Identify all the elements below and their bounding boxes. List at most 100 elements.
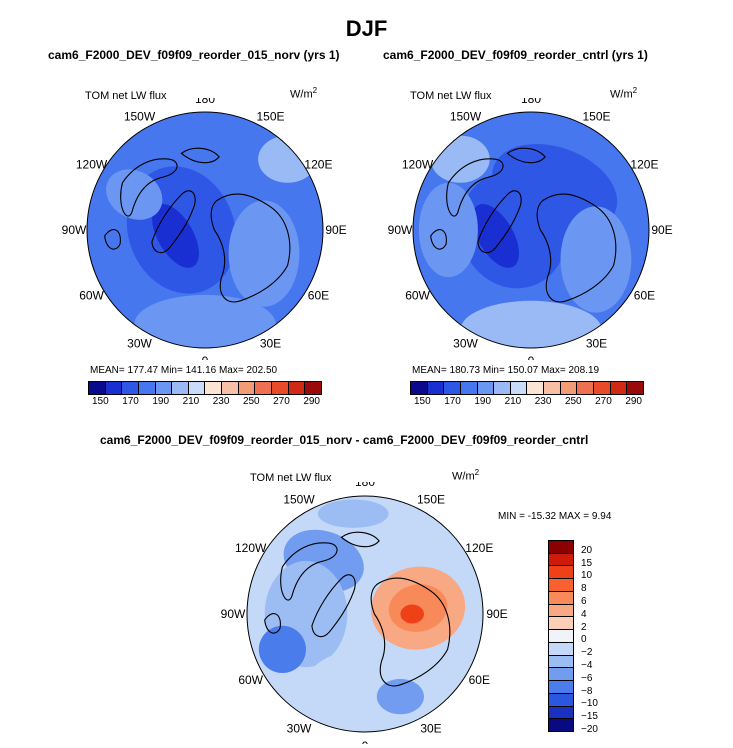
coastline [536, 193, 617, 303]
colorbar-swatch [172, 382, 189, 394]
longitude-label: 120W [76, 158, 108, 172]
panel3-polar-map: 180 150E 120E 90E 60E 30E 0 30W 60W 90W 120W 150W [221, 482, 508, 744]
panel2-colorbar: 150 170 190 210 230 250 270 290 [410, 381, 644, 407]
panel2-variable-label: TOM net LW flux [410, 90, 492, 102]
longitude-label: 120W [235, 541, 267, 555]
longitude-label: 90E [486, 607, 507, 621]
colorbar-swatch [549, 617, 573, 631]
coastline [340, 531, 380, 548]
colorbar-tick-label: 150 [414, 396, 431, 407]
colorbar-tick-label: 270 [595, 396, 612, 407]
field-contour [472, 203, 520, 268]
colorbar-swatch [549, 668, 573, 682]
panel1-polar-map: 180 150E 120E 90E 60E 30E 0 30W 60W 90W 120W 150W [62, 98, 347, 360]
coastline [506, 147, 546, 164]
panel3-colorbar: 20 15 10 8 6 4 2 0 −2 −4 −6 −8 −10 −15 −20 [548, 540, 608, 735]
map-boundary [246, 495, 484, 733]
colorbar-swatch [510, 382, 528, 394]
colorbar-tick-label: −4 [581, 660, 593, 671]
colorbar-swatch [155, 382, 173, 394]
colorbar-swatch [549, 681, 573, 694]
field-contour [134, 294, 276, 348]
field-contour [400, 604, 424, 624]
panel3-variable-label: TOM net LW flux [250, 472, 332, 484]
colorbar-swatch [188, 382, 206, 394]
page-title: DJF [345, 16, 388, 41]
longitude-label: 120E [465, 541, 493, 555]
colorbar-swatch [560, 382, 578, 394]
colorbar-tick-label: 190 [474, 396, 492, 407]
panel1-title: cam6_F2000_DEV_f09f09_reorder_015_norv (… [48, 48, 340, 62]
longitude-label: 90E [651, 223, 672, 237]
coastline [120, 158, 178, 217]
colorbar-swatch [549, 719, 573, 732]
colorbar-tick-label: 8 [581, 583, 587, 595]
panel1-colorbar: 150 170 190 210 230 250 270 290 [88, 381, 322, 407]
longitude-label: 60W [405, 289, 430, 303]
colorbar-swatch [549, 642, 573, 656]
longitude-label: 30W [453, 336, 478, 350]
longitude-label: 150W [450, 110, 482, 124]
colorbar-swatch [238, 382, 256, 394]
coastline [370, 577, 451, 687]
colorbar-swatch [460, 382, 478, 394]
colorbar-tick-label: 10 [581, 570, 593, 582]
colorbar-swatch [138, 382, 156, 394]
longitude-label: 30E [420, 721, 441, 735]
colorbar-swatch [549, 630, 573, 643]
field-contour [560, 206, 632, 313]
colorbar-swatch [549, 579, 573, 592]
colorbar-tick-label: 250 [242, 396, 260, 407]
colorbar-swatch [544, 382, 561, 394]
longitude-label: 60E [469, 673, 490, 687]
colorbar-tick-label: 20 [581, 544, 593, 556]
field-contour [106, 169, 163, 220]
panel2-stats: MEAN= 180.73 Min= 150.07 Max= 208.19 [412, 365, 600, 376]
field-contour [459, 171, 568, 289]
panel1-stats: MEAN= 177.47 Min= 141.16 Max= 202.50 [90, 365, 278, 376]
longitude-label: 150E [582, 110, 610, 124]
colorbar-swatch [527, 382, 545, 394]
colorbar-tick-label: 210 [182, 396, 200, 407]
panel2-polar-map: 180 150E 120E 90E 60E 30E 0 30W 60W 90W 120W 150W [388, 98, 673, 360]
colorbar-swatch [305, 382, 321, 394]
colorbar-swatch [122, 382, 139, 394]
coastline [477, 190, 522, 254]
longitude-label: 0 [362, 739, 369, 744]
colorbar-tick-label: 210 [504, 396, 522, 407]
colorbar-swatch [255, 382, 273, 394]
panel2-title: cam6_F2000_DEV_f09f09_reorder_cntrl (yrs… [383, 48, 648, 62]
longitude-label: 90W [62, 223, 87, 237]
longitude-label: 0 [528, 354, 535, 360]
field-contour [228, 200, 300, 307]
colorbar-swatch [89, 382, 106, 394]
colorbar-swatch [549, 591, 573, 605]
longitude-label: 30E [586, 336, 607, 350]
colorbar-swatch [549, 693, 573, 707]
colorbar-tick-label: −2 [581, 647, 593, 659]
colorbar-swatch [549, 655, 573, 669]
longitude-label: 120E [304, 158, 332, 172]
longitude-label: 150E [256, 110, 284, 124]
colorbar-swatch [205, 382, 223, 394]
longitude-label: 60W [79, 289, 104, 303]
coastline [280, 542, 338, 601]
colorbar-swatch [549, 553, 573, 567]
colorbar-tick-label: 170 [444, 396, 461, 407]
coastline [104, 229, 121, 250]
colorbar-tick-label: −20 [581, 724, 598, 735]
colorbar-swatch [272, 382, 289, 394]
panel3-units: W/m2 [452, 468, 480, 483]
colorbar-swatch [288, 382, 306, 394]
field-contour [376, 678, 424, 715]
coastline [446, 158, 504, 217]
longitude-label: 90W [221, 607, 246, 621]
colorbar-swatch [411, 382, 428, 394]
field-contour [418, 182, 478, 278]
coastline [430, 229, 447, 250]
field-contour [317, 499, 389, 528]
coastline [264, 613, 281, 634]
colorbar-swatch [610, 382, 628, 394]
longitude-label: 90E [325, 223, 346, 237]
colorbar-tick-label: 290 [303, 396, 320, 407]
